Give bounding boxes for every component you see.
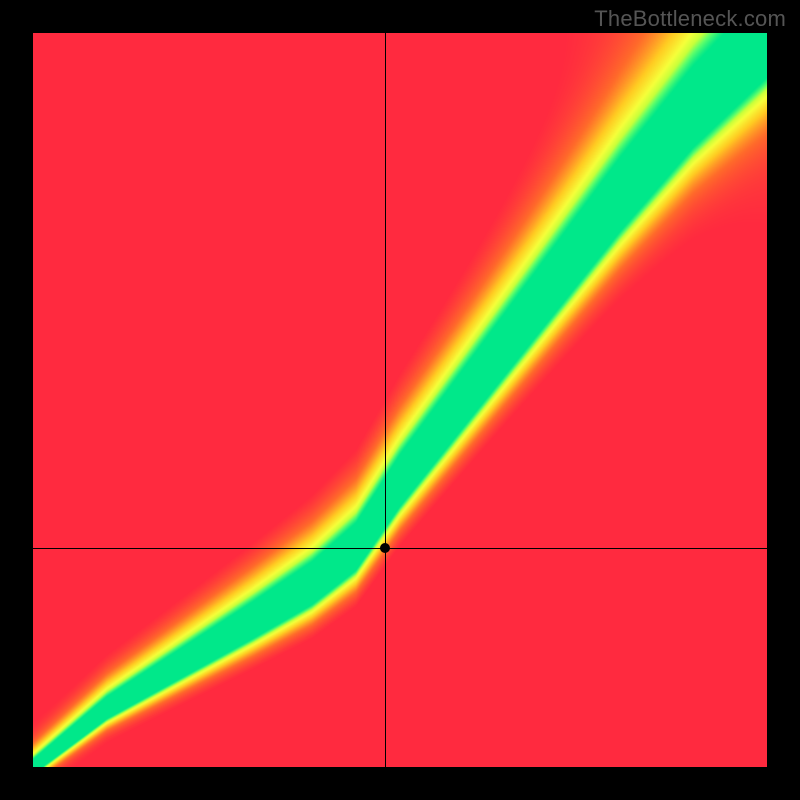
- chart-container: TheBottleneck.com: [0, 0, 800, 800]
- watermark-label: TheBottleneck.com: [594, 6, 786, 32]
- crosshair-horizontal: [33, 548, 767, 549]
- heatmap-canvas: [33, 33, 767, 767]
- plot-frame: [0, 0, 800, 800]
- crosshair-vertical: [385, 33, 386, 767]
